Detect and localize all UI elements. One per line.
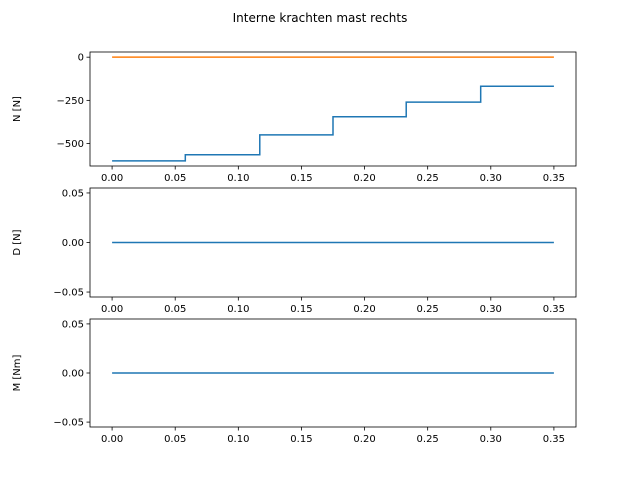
x-tick-label: 0.10: [227, 304, 249, 315]
x-tick-label: 0.30: [480, 304, 502, 315]
x-tick-label: 0.30: [480, 434, 502, 445]
x-tick-label: 0.10: [227, 173, 249, 184]
x-tick-label: 0.30: [480, 173, 502, 184]
x-tick-label: 0.15: [290, 304, 312, 315]
x-tick-label: 0.25: [417, 434, 439, 445]
y-axis-label: N [N]: [12, 96, 23, 122]
subplot-1: 0.00 0.05 0.10 0.15 0.20 0.25 0.30 0.35 0 −250 −50…: [12, 51, 577, 184]
y-axis-label: M [Nm]: [12, 354, 23, 391]
x-tick-label: 0.35: [543, 304, 565, 315]
subplot-2: 0.00 0.05 0.10 0.15 0.20 0.25 0.30 0.35 0.05 0.00…: [12, 187, 577, 315]
x-tick-label: 0.25: [417, 173, 439, 184]
x-tick-label: 0.20: [353, 173, 375, 184]
x-tick-label: 0.20: [353, 304, 375, 315]
y-tick-label: 0: [78, 53, 84, 64]
x-tick-label: 0.00: [101, 173, 123, 184]
x-tick-label: 0.05: [164, 304, 186, 315]
x-tick-label: 0.05: [164, 434, 186, 445]
y-tick-label: 0.05: [62, 319, 84, 330]
x-tick-label: 0.15: [290, 434, 312, 445]
x-tick-label: 0.20: [353, 434, 375, 445]
y-tick-label: 0.05: [62, 188, 84, 199]
x-tick-label: 0.35: [543, 434, 565, 445]
x-tick-label: 0.00: [101, 434, 123, 445]
x-tick-label: 0.05: [164, 173, 186, 184]
x-tick-label: 0.10: [227, 434, 249, 445]
subplot-3: 0.00 0.05 0.10 0.15 0.20 0.25 0.30 0.35 0.05 0.00…: [12, 318, 577, 445]
y-tick-label: −250: [57, 96, 84, 107]
x-tick-label: 0.25: [417, 304, 439, 315]
x-tick-label: 0.35: [543, 173, 565, 184]
figure-suptitle: Interne krachten mast rechts: [233, 11, 408, 25]
x-tick-label: 0.00: [101, 304, 123, 315]
y-tick-label: −500: [57, 139, 84, 150]
x-tick-label: 0.15: [290, 173, 312, 184]
y-tick-label: −0.05: [53, 418, 84, 429]
y-tick-label: −0.05: [53, 288, 84, 299]
axes-frame: [89, 51, 577, 167]
subplots: 0.00 0.05 0.10 0.15 0.20 0.25 0.30 0.35 0 −250 −50…: [12, 51, 577, 445]
y-tick-label: 0.00: [62, 369, 84, 380]
series-line-1: [112, 85, 554, 162]
y-axis-label: D [N]: [12, 229, 23, 255]
y-tick-label: 0.00: [62, 238, 84, 249]
